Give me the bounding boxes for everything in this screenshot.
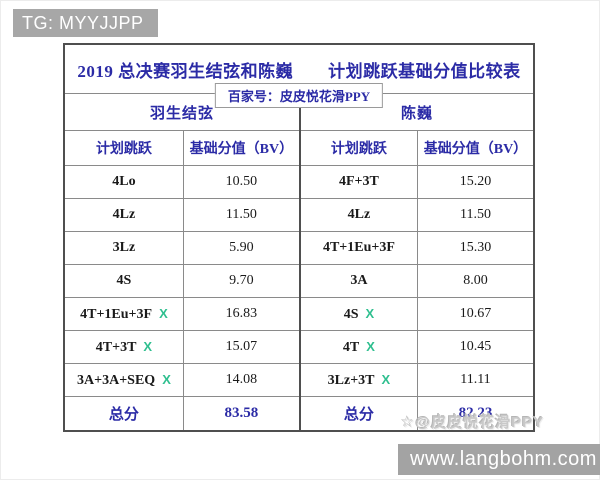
jump-cell: 4Lz	[299, 198, 418, 232]
column-header-bv-left: 基础分值（BV）	[182, 130, 301, 166]
jump-label: 4T	[342, 339, 360, 355]
jump-label: 4T+1Eu+3F	[322, 240, 395, 255]
jump-label: 4T+3T	[95, 339, 137, 355]
jump-cell: 4S	[63, 264, 184, 298]
jump-label: 3Lz+3T	[327, 372, 375, 388]
jump-cell: 3A+3A+SEQ X	[63, 363, 184, 397]
jump-label: 4Lz	[347, 207, 371, 222]
second-half-x-marker: X	[365, 305, 375, 321]
total-value-right: 82.23	[416, 396, 535, 432]
jump-cell: 4T X	[299, 330, 418, 364]
bv-cell: 15.07	[182, 330, 301, 364]
column-header-jump-left: 计划跳跃	[63, 130, 184, 166]
table-row: 4S 9.70 3A 8.00	[63, 264, 535, 298]
table-row: 4Lz 11.50 4Lz 11.50	[63, 198, 535, 232]
bv-cell: 8.00	[416, 264, 535, 298]
jump-cell: 4S X	[299, 297, 418, 331]
column-header-jump-right: 计划跳跃	[299, 130, 418, 166]
bv-cell: 15.30	[416, 231, 535, 265]
second-half-x-marker: X	[381, 371, 391, 387]
jump-cell: 4T+3T X	[63, 330, 184, 364]
jump-cell: 4Lz	[63, 198, 184, 232]
bv-cell: 10.45	[416, 330, 535, 364]
second-half-x-marker: X	[366, 338, 375, 354]
jump-cell: 3A	[299, 264, 418, 298]
jump-cell: 4Lo	[63, 165, 184, 199]
total-row: 总分 83.58 总分 82.23	[63, 396, 535, 432]
jump-label: 4S	[116, 273, 132, 288]
jump-cell: 3Lz	[63, 231, 184, 265]
bv-cell: 15.20	[416, 165, 535, 199]
bv-cell: 16.83	[182, 297, 301, 331]
total-value-left: 83.58	[182, 396, 301, 432]
bv-cell: 11.50	[182, 198, 301, 232]
jump-label: 3Lz	[112, 240, 136, 255]
total-label-left: 总分	[63, 396, 184, 432]
column-header-bv-right: 基础分值（BV）	[416, 130, 535, 166]
bv-cell: 10.67	[416, 297, 535, 331]
jump-label: 3A	[350, 273, 368, 288]
source-tag: 百家号：皮皮悦花滑PPY	[214, 83, 384, 108]
table-row: 3A+3A+SEQ X 14.08 3Lz+3T X 11.11	[63, 363, 535, 397]
bv-cell: 9.70	[182, 264, 301, 298]
jump-cell: 4T+1Eu+3F	[299, 231, 418, 265]
total-label-right: 总分	[299, 396, 418, 432]
jump-cell: 4T+1Eu+3F X	[63, 297, 184, 331]
comparison-table: 2019 总决赛羽生结弦和陈巍 计划跳跃基础分值比较表 羽生结弦 陈巍 计划跳跃…	[63, 43, 535, 432]
table-row: 4Lo 10.50 4F+3T 15.20	[63, 165, 535, 199]
table-row: 4T+1Eu+3F X 16.83 4S X 10.67	[63, 297, 535, 331]
jump-cell: 4F+3T	[299, 165, 418, 199]
bv-cell: 11.50	[416, 198, 535, 232]
jump-label: 4S	[343, 306, 359, 322]
bv-cell: 11.11	[416, 363, 535, 397]
corner-watermark: ☆@皮皮悦花滑PPY	[401, 414, 545, 431]
tg-watermark-badge: TG: MYYJJPP	[13, 9, 158, 37]
bv-cell: 5.90	[182, 231, 301, 265]
jump-label: 4Lz	[112, 207, 136, 222]
jump-label: 4T+1Eu+3F	[80, 306, 153, 322]
jump-label: 3A+3A+SEQ	[77, 372, 156, 388]
website-badge: www.langbohm.com	[398, 444, 600, 475]
jump-label: 4Lo	[112, 174, 136, 189]
table-row: 3Lz 5.90 4T+1Eu+3F 15.30	[63, 231, 535, 265]
bv-cell: 14.08	[182, 363, 301, 397]
second-half-x-marker: X	[143, 338, 153, 354]
bv-comparison-table: 2019 总决赛羽生结弦和陈巍 计划跳跃基础分值比较表 羽生结弦 陈巍 计划跳跃…	[63, 43, 535, 432]
second-half-x-marker: X	[159, 305, 168, 321]
jump-cell: 3Lz+3T X	[299, 363, 418, 397]
table-row: 4T+3T X 15.07 4T X 10.45	[63, 330, 535, 364]
jump-label: 4F+3T	[338, 174, 379, 189]
bv-cell: 10.50	[182, 165, 301, 199]
second-half-x-marker: X	[162, 371, 171, 387]
